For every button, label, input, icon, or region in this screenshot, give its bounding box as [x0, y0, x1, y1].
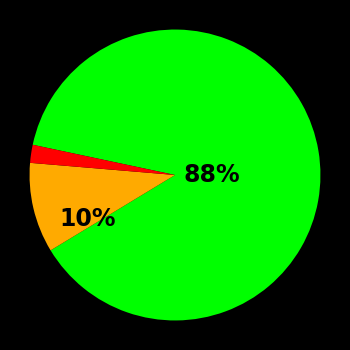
Wedge shape — [30, 145, 175, 175]
Text: 10%: 10% — [60, 206, 116, 231]
Wedge shape — [33, 29, 321, 321]
Text: 88%: 88% — [183, 163, 240, 187]
Wedge shape — [29, 163, 175, 250]
